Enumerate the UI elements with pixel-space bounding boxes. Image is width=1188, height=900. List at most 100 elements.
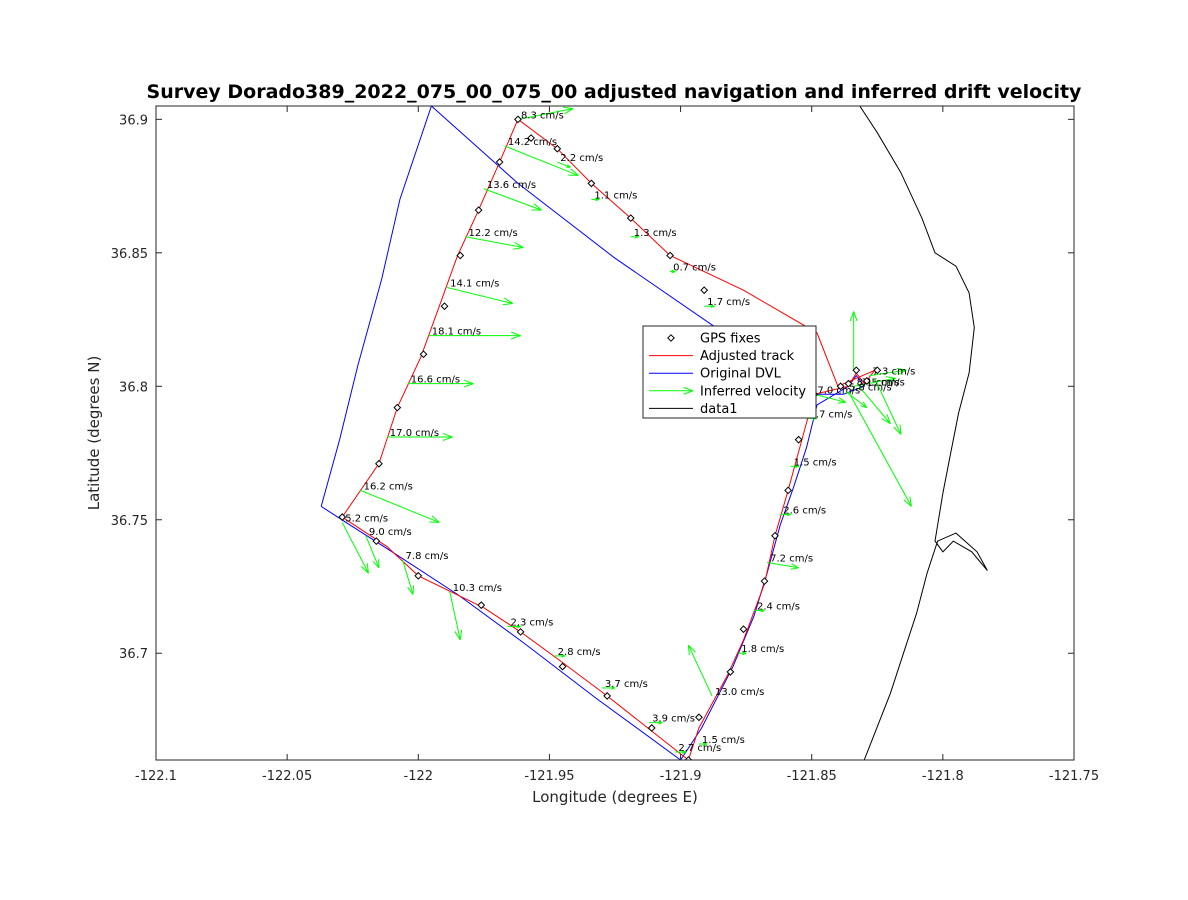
velocity-label: 8.1 cm/s (857, 377, 900, 388)
velocity-arrow-head (567, 164, 571, 168)
gps-fix-marker (456, 251, 465, 260)
x-tick-label: -121.8 (922, 769, 964, 784)
gps-fix-marker (603, 692, 612, 700)
velocity-arrow-head (849, 311, 855, 322)
legend-box (642, 325, 817, 419)
velocity-label: 13.6 cm/s (487, 180, 536, 191)
y-tick-label: 36.7 (119, 647, 148, 662)
velocity-arrow (780, 512, 791, 517)
y-tick-label: 36.75 (111, 514, 148, 529)
x-tick-label: -122 (404, 769, 434, 784)
gps-fix-marker (474, 206, 483, 215)
gps-fix-marker (700, 286, 709, 295)
gps-fix-marker (739, 625, 748, 634)
gps-fix-marker (587, 179, 596, 188)
velocity-label: 7.3 cm/s (872, 367, 915, 378)
velocity-arrow-head (570, 168, 579, 176)
velocity-arrow-head (688, 644, 696, 653)
velocity-arrow-head (683, 390, 694, 395)
velocity-arrow-head (687, 645, 690, 656)
velocity-arrow-head (533, 203, 542, 211)
velocity-arrow (698, 742, 707, 746)
velocity-arrow (853, 376, 896, 387)
velocity-label: 9.0 cm/s (369, 527, 412, 538)
velocity-arrow (704, 304, 715, 309)
velocity-arrow-shaft (847, 391, 912, 507)
velocity-arrow (386, 433, 453, 441)
velocity-arrow-shaft (341, 522, 369, 574)
velocity-arrow (754, 608, 765, 613)
gps-fix-marker (514, 115, 522, 124)
legend-label-velocity: Inferred velocity (700, 384, 806, 399)
velocity-arrow-head (459, 629, 463, 640)
gps-fix-marker (666, 251, 674, 260)
velocity-arrow (630, 234, 639, 239)
velocity-arrow-shaft (767, 561, 799, 569)
velocity-arrow-head (595, 197, 600, 200)
gps-fix-marker (844, 379, 853, 388)
velocity-arrow-head (881, 418, 891, 425)
velocity-label: 1.5 cm/s (702, 735, 745, 746)
velocity-arrow (360, 489, 440, 523)
gps-fix-marker (862, 377, 871, 385)
velocity-arrow (483, 188, 542, 211)
gps-fix-marker (553, 144, 562, 153)
velocity-arrow-head (454, 631, 461, 641)
x-tick-label: -121.9 (660, 769, 702, 784)
velocity-arrow-head (502, 303, 513, 306)
velocity-arrow (554, 654, 566, 658)
gps-fix-marker (440, 302, 449, 311)
gps-fix-marker (527, 134, 535, 142)
gps-fix-marker (873, 366, 882, 375)
velocity-label: 14.1 cm/s (450, 279, 499, 290)
velocity-label: 14.2 cm/s (508, 137, 557, 148)
velocity-label: 3.9 cm/s (652, 714, 695, 725)
velocity-arrow (738, 651, 747, 656)
velocity-arrow (849, 311, 858, 371)
coastline-line (859, 106, 988, 760)
velocity-arrow-head (897, 369, 907, 376)
gps-fix-marker (375, 459, 383, 468)
velocity-arrow (428, 331, 521, 340)
gps-fix-marker (626, 214, 635, 223)
velocity-arrow-head (611, 686, 616, 689)
gps-fix-marker (684, 756, 693, 760)
gps-fix-marker (516, 627, 525, 636)
chart-title: Survey Dorado389_2022_075_00_075_00 adju… (147, 81, 1083, 103)
velocity-arrow-shaft (814, 393, 846, 403)
gps-fix-marker (726, 668, 735, 676)
velocity-label: 7.8 cm/s (406, 551, 449, 562)
legend-gps-symbol (667, 334, 675, 342)
velocity-arrow (790, 464, 799, 469)
x-tick-label: -122.05 (262, 769, 312, 784)
gps-fix-marker (852, 366, 861, 375)
velocity-label: 16.6 cm/s (411, 375, 460, 386)
velocity-label: 2.6 cm/s (783, 505, 826, 516)
velocity-arrow-head (442, 433, 453, 438)
velocity-arrow (402, 559, 415, 595)
velocity-label: 5.8 cm/s (849, 383, 892, 394)
velocity-arrow-head (412, 585, 415, 595)
velocity-arrow-shaft (517, 108, 574, 120)
velocity-arrow-head (366, 563, 369, 574)
y-tick-label: 36.85 (111, 247, 148, 262)
gps-fix-marker (495, 158, 504, 166)
velocity-label: 0.7 cm/s (673, 263, 716, 274)
velocity-arrow (814, 393, 847, 404)
adjusted-track-line (341, 118, 876, 760)
velocity-arrow-head (516, 624, 521, 628)
velocity-arrow-head (853, 311, 858, 322)
legend-label-adjusted: Adjusted track (700, 349, 795, 364)
velocity-label: 2.4 cm/s (757, 602, 800, 613)
velocity-arrow-head (896, 367, 907, 371)
velocity-arrow-head (838, 397, 847, 403)
velocity-label: 1.3 cm/s (634, 228, 677, 239)
velocity-arrow-head (886, 377, 896, 384)
velocity-arrow-head (463, 379, 474, 385)
legend-velocity-symbol (649, 386, 694, 395)
velocity-arrow-head (563, 106, 574, 110)
velocity-arrow-head (683, 386, 694, 392)
velocity-arrow (649, 720, 663, 725)
velocity-label: 1.1 cm/s (594, 190, 637, 201)
velocity-arrow-shaft (869, 369, 907, 377)
